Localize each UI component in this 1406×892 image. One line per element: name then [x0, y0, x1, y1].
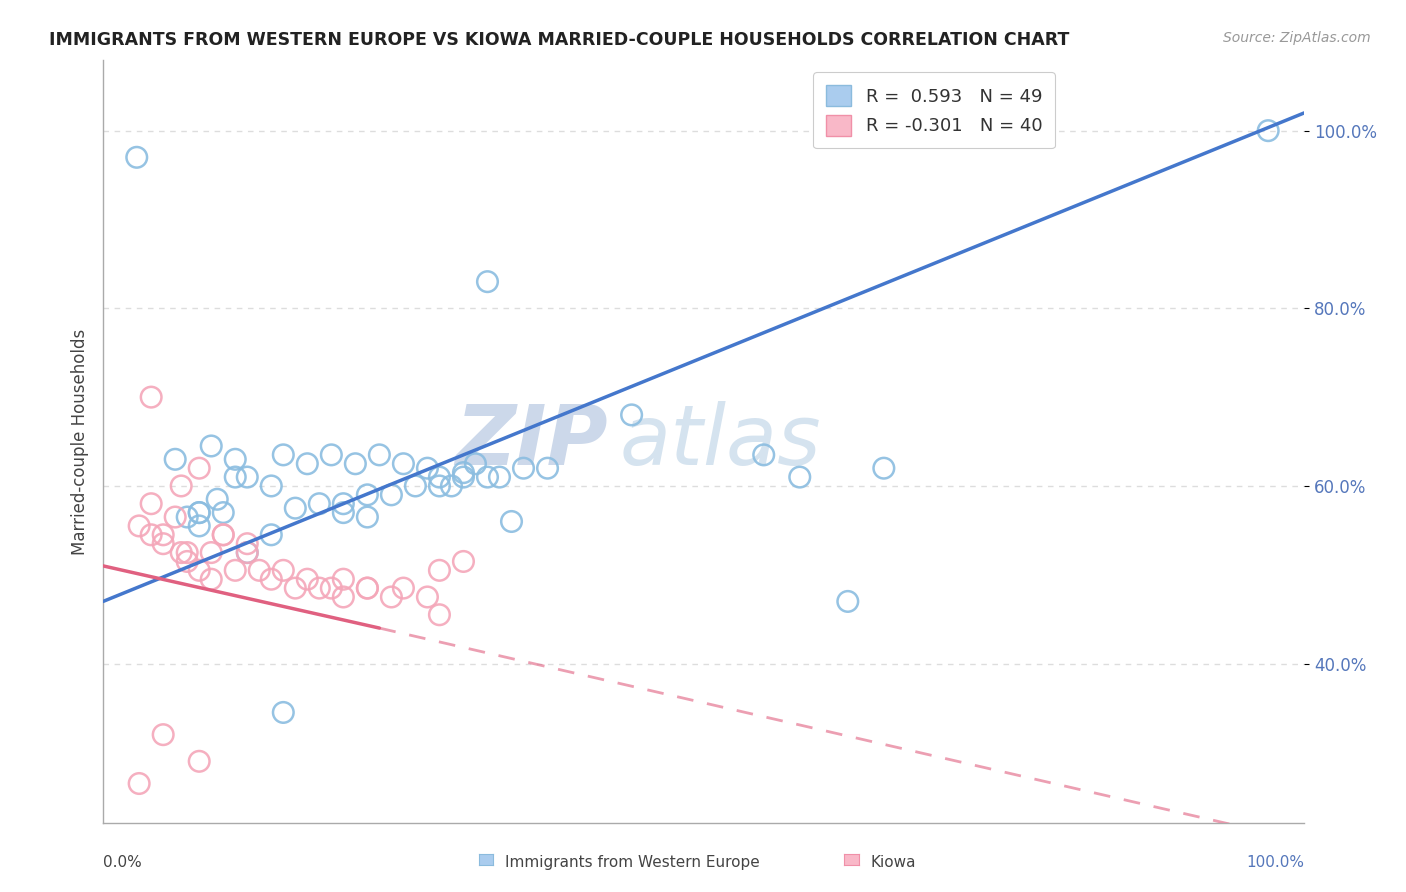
Point — [321, 581, 343, 595]
Point — [392, 457, 415, 471]
Point — [416, 590, 439, 604]
Point — [1257, 123, 1279, 137]
Point — [224, 452, 246, 467]
Point — [356, 510, 378, 524]
Point — [271, 563, 294, 577]
Point — [152, 728, 174, 742]
Point — [332, 572, 354, 586]
Text: Kiowa: Kiowa — [870, 855, 915, 870]
Y-axis label: Married-couple Households: Married-couple Households — [72, 328, 89, 555]
Point — [356, 581, 378, 595]
Point — [236, 545, 259, 559]
Point — [165, 510, 187, 524]
Point — [141, 497, 163, 511]
Point — [356, 488, 378, 502]
Point — [188, 754, 211, 768]
Point — [297, 572, 319, 586]
Text: atlas: atlas — [620, 401, 821, 482]
Point — [752, 448, 775, 462]
Point — [308, 581, 330, 595]
Point — [236, 470, 259, 484]
Point — [188, 461, 211, 475]
Point — [260, 572, 283, 586]
Point — [284, 501, 307, 516]
Point — [380, 488, 402, 502]
Point — [200, 439, 222, 453]
Point — [416, 461, 439, 475]
Point — [188, 519, 211, 533]
Point — [789, 470, 811, 484]
Point — [501, 515, 523, 529]
Point — [429, 607, 451, 622]
Point — [260, 479, 283, 493]
Point — [260, 528, 283, 542]
Point — [620, 408, 643, 422]
Point — [380, 590, 402, 604]
Point — [332, 497, 354, 511]
Point — [170, 545, 193, 559]
Point — [200, 572, 222, 586]
Point — [429, 563, 451, 577]
Point — [453, 554, 475, 568]
Text: 0.0%: 0.0% — [103, 855, 142, 870]
Point — [200, 545, 222, 559]
Point — [176, 554, 198, 568]
Point — [837, 594, 859, 608]
Point — [392, 581, 415, 595]
Point — [368, 448, 391, 462]
Point — [128, 519, 150, 533]
Point — [188, 563, 211, 577]
Point — [128, 776, 150, 790]
Legend: R =  0.593   N = 49, R = -0.301   N = 40: R = 0.593 N = 49, R = -0.301 N = 40 — [813, 72, 1054, 148]
Point — [247, 563, 270, 577]
Point — [212, 528, 235, 542]
Point — [440, 479, 463, 493]
Point — [512, 461, 534, 475]
Point — [236, 537, 259, 551]
Point — [188, 506, 211, 520]
Text: Immigrants from Western Europe: Immigrants from Western Europe — [505, 855, 759, 870]
Point — [236, 545, 259, 559]
Point — [212, 528, 235, 542]
Point — [224, 470, 246, 484]
Point — [332, 590, 354, 604]
Point — [170, 479, 193, 493]
Point — [141, 528, 163, 542]
Point — [477, 275, 499, 289]
Point — [429, 470, 451, 484]
Point — [271, 706, 294, 720]
Point — [152, 537, 174, 551]
Text: 100.0%: 100.0% — [1246, 855, 1305, 870]
Point — [224, 563, 246, 577]
Point — [188, 506, 211, 520]
Point — [271, 448, 294, 462]
Text: IMMIGRANTS FROM WESTERN EUROPE VS KIOWA MARRIED-COUPLE HOUSEHOLDS CORRELATION CH: IMMIGRANTS FROM WESTERN EUROPE VS KIOWA … — [49, 31, 1070, 49]
Point — [125, 150, 148, 164]
Point — [176, 510, 198, 524]
Point — [176, 545, 198, 559]
Point — [165, 452, 187, 467]
Text: ZIP: ZIP — [456, 401, 607, 482]
Point — [356, 581, 378, 595]
Point — [212, 506, 235, 520]
Point — [873, 461, 896, 475]
Point — [308, 497, 330, 511]
Point — [152, 528, 174, 542]
Text: Source: ZipAtlas.com: Source: ZipAtlas.com — [1223, 31, 1371, 45]
Point — [429, 479, 451, 493]
Point — [321, 448, 343, 462]
Point — [477, 470, 499, 484]
Point — [404, 479, 426, 493]
Point — [464, 457, 486, 471]
Point — [488, 470, 510, 484]
Point — [141, 390, 163, 404]
Point — [297, 457, 319, 471]
Point — [332, 506, 354, 520]
Point — [453, 466, 475, 480]
Point — [207, 492, 229, 507]
Point — [453, 470, 475, 484]
Point — [344, 457, 367, 471]
Point — [536, 461, 558, 475]
Point — [284, 581, 307, 595]
